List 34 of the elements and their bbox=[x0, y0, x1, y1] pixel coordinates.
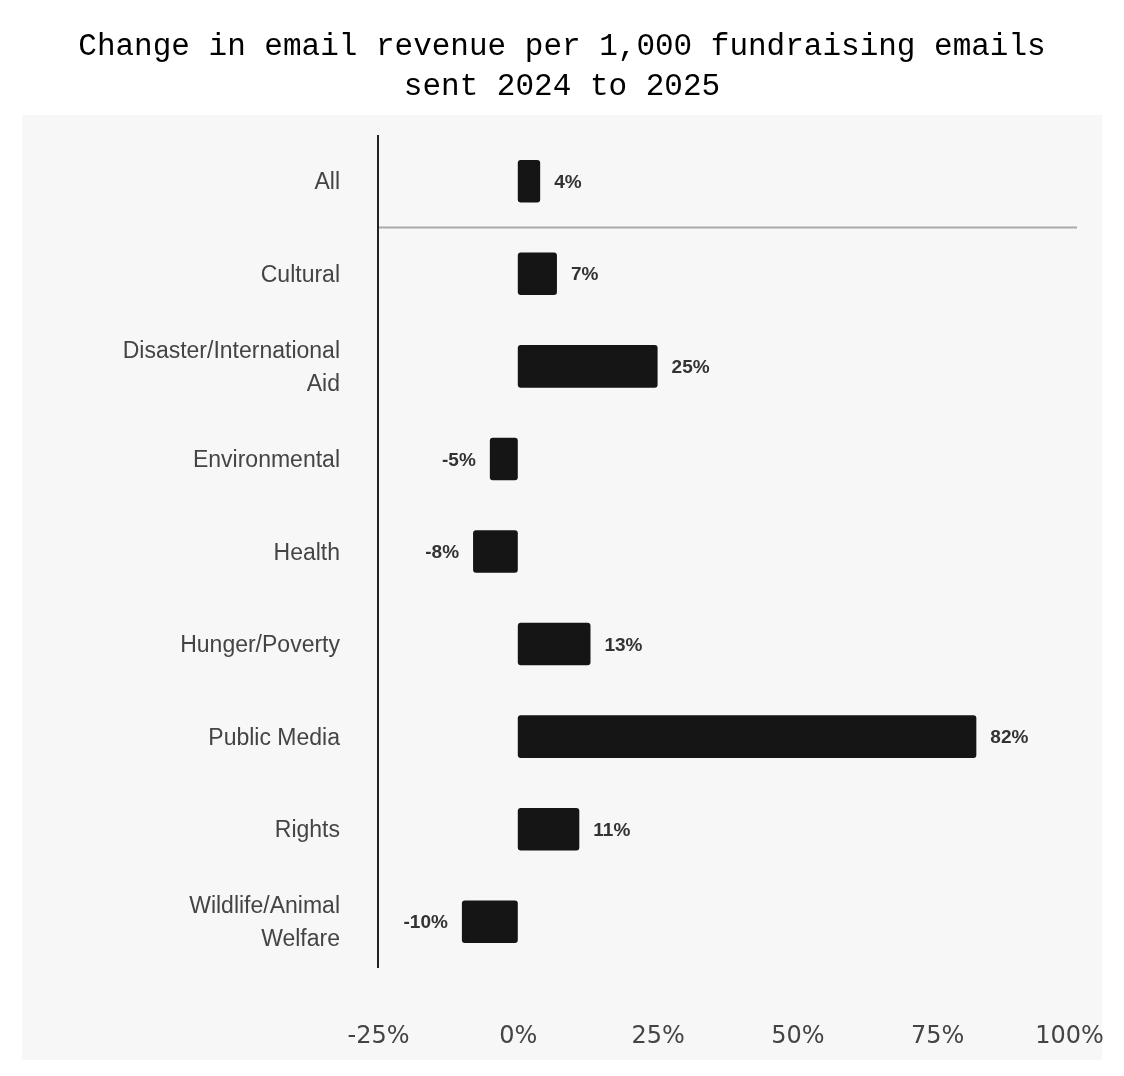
bar bbox=[517, 622, 591, 666]
data-label: 82% bbox=[990, 726, 1029, 748]
bar bbox=[517, 159, 541, 203]
data-label: 4% bbox=[554, 170, 582, 192]
bar bbox=[489, 437, 518, 481]
bar bbox=[517, 252, 557, 296]
y-tick-label: Disaster/International Aid bbox=[122, 336, 340, 396]
data-label: -10% bbox=[403, 911, 448, 933]
y-tick-label: Cultural bbox=[260, 260, 340, 287]
bar bbox=[517, 345, 658, 388]
bar bbox=[461, 900, 518, 944]
data-label: -5% bbox=[442, 448, 476, 470]
data-label: 7% bbox=[570, 263, 599, 285]
x-tick-label: 100% bbox=[1035, 1021, 1104, 1050]
data-label: 25% bbox=[671, 356, 710, 378]
y-tick-label: Environmental bbox=[192, 445, 340, 472]
data-label: 13% bbox=[604, 633, 643, 655]
x-tick-label: 25% bbox=[631, 1021, 685, 1050]
bar bbox=[517, 715, 977, 758]
bar bbox=[517, 807, 580, 851]
y-tick-label: Health bbox=[273, 538, 340, 565]
y-tick-label: Rights bbox=[274, 816, 340, 843]
y-tick-label: Public Media bbox=[208, 723, 341, 750]
y-tick-label: All bbox=[314, 168, 340, 195]
x-tick-label: 0% bbox=[499, 1021, 538, 1050]
y-tick-label: Hunger/Poverty bbox=[180, 631, 341, 658]
data-label: 11% bbox=[593, 818, 631, 840]
x-tick-label: -25% bbox=[347, 1021, 410, 1050]
x-tick-label: 50% bbox=[771, 1021, 825, 1050]
bar bbox=[473, 530, 518, 573]
data-label: -8% bbox=[425, 541, 460, 563]
y-tick-label: Wildlife/Animal Welfare bbox=[189, 892, 340, 952]
x-tick-label: 75% bbox=[911, 1021, 965, 1050]
chart-title: Change in email revenue per 1,000 fundraising emails sent 2024 to 2025 bbox=[78, 29, 1046, 104]
